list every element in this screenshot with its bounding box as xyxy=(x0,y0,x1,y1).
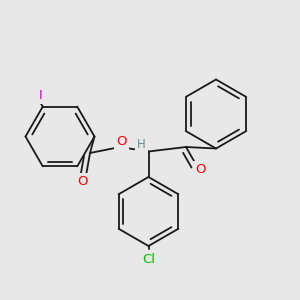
Text: O: O xyxy=(116,135,127,148)
Text: Cl: Cl xyxy=(142,253,155,266)
Text: H: H xyxy=(136,137,146,151)
Text: O: O xyxy=(77,175,88,188)
Text: I: I xyxy=(39,89,42,102)
Text: O: O xyxy=(195,163,206,176)
